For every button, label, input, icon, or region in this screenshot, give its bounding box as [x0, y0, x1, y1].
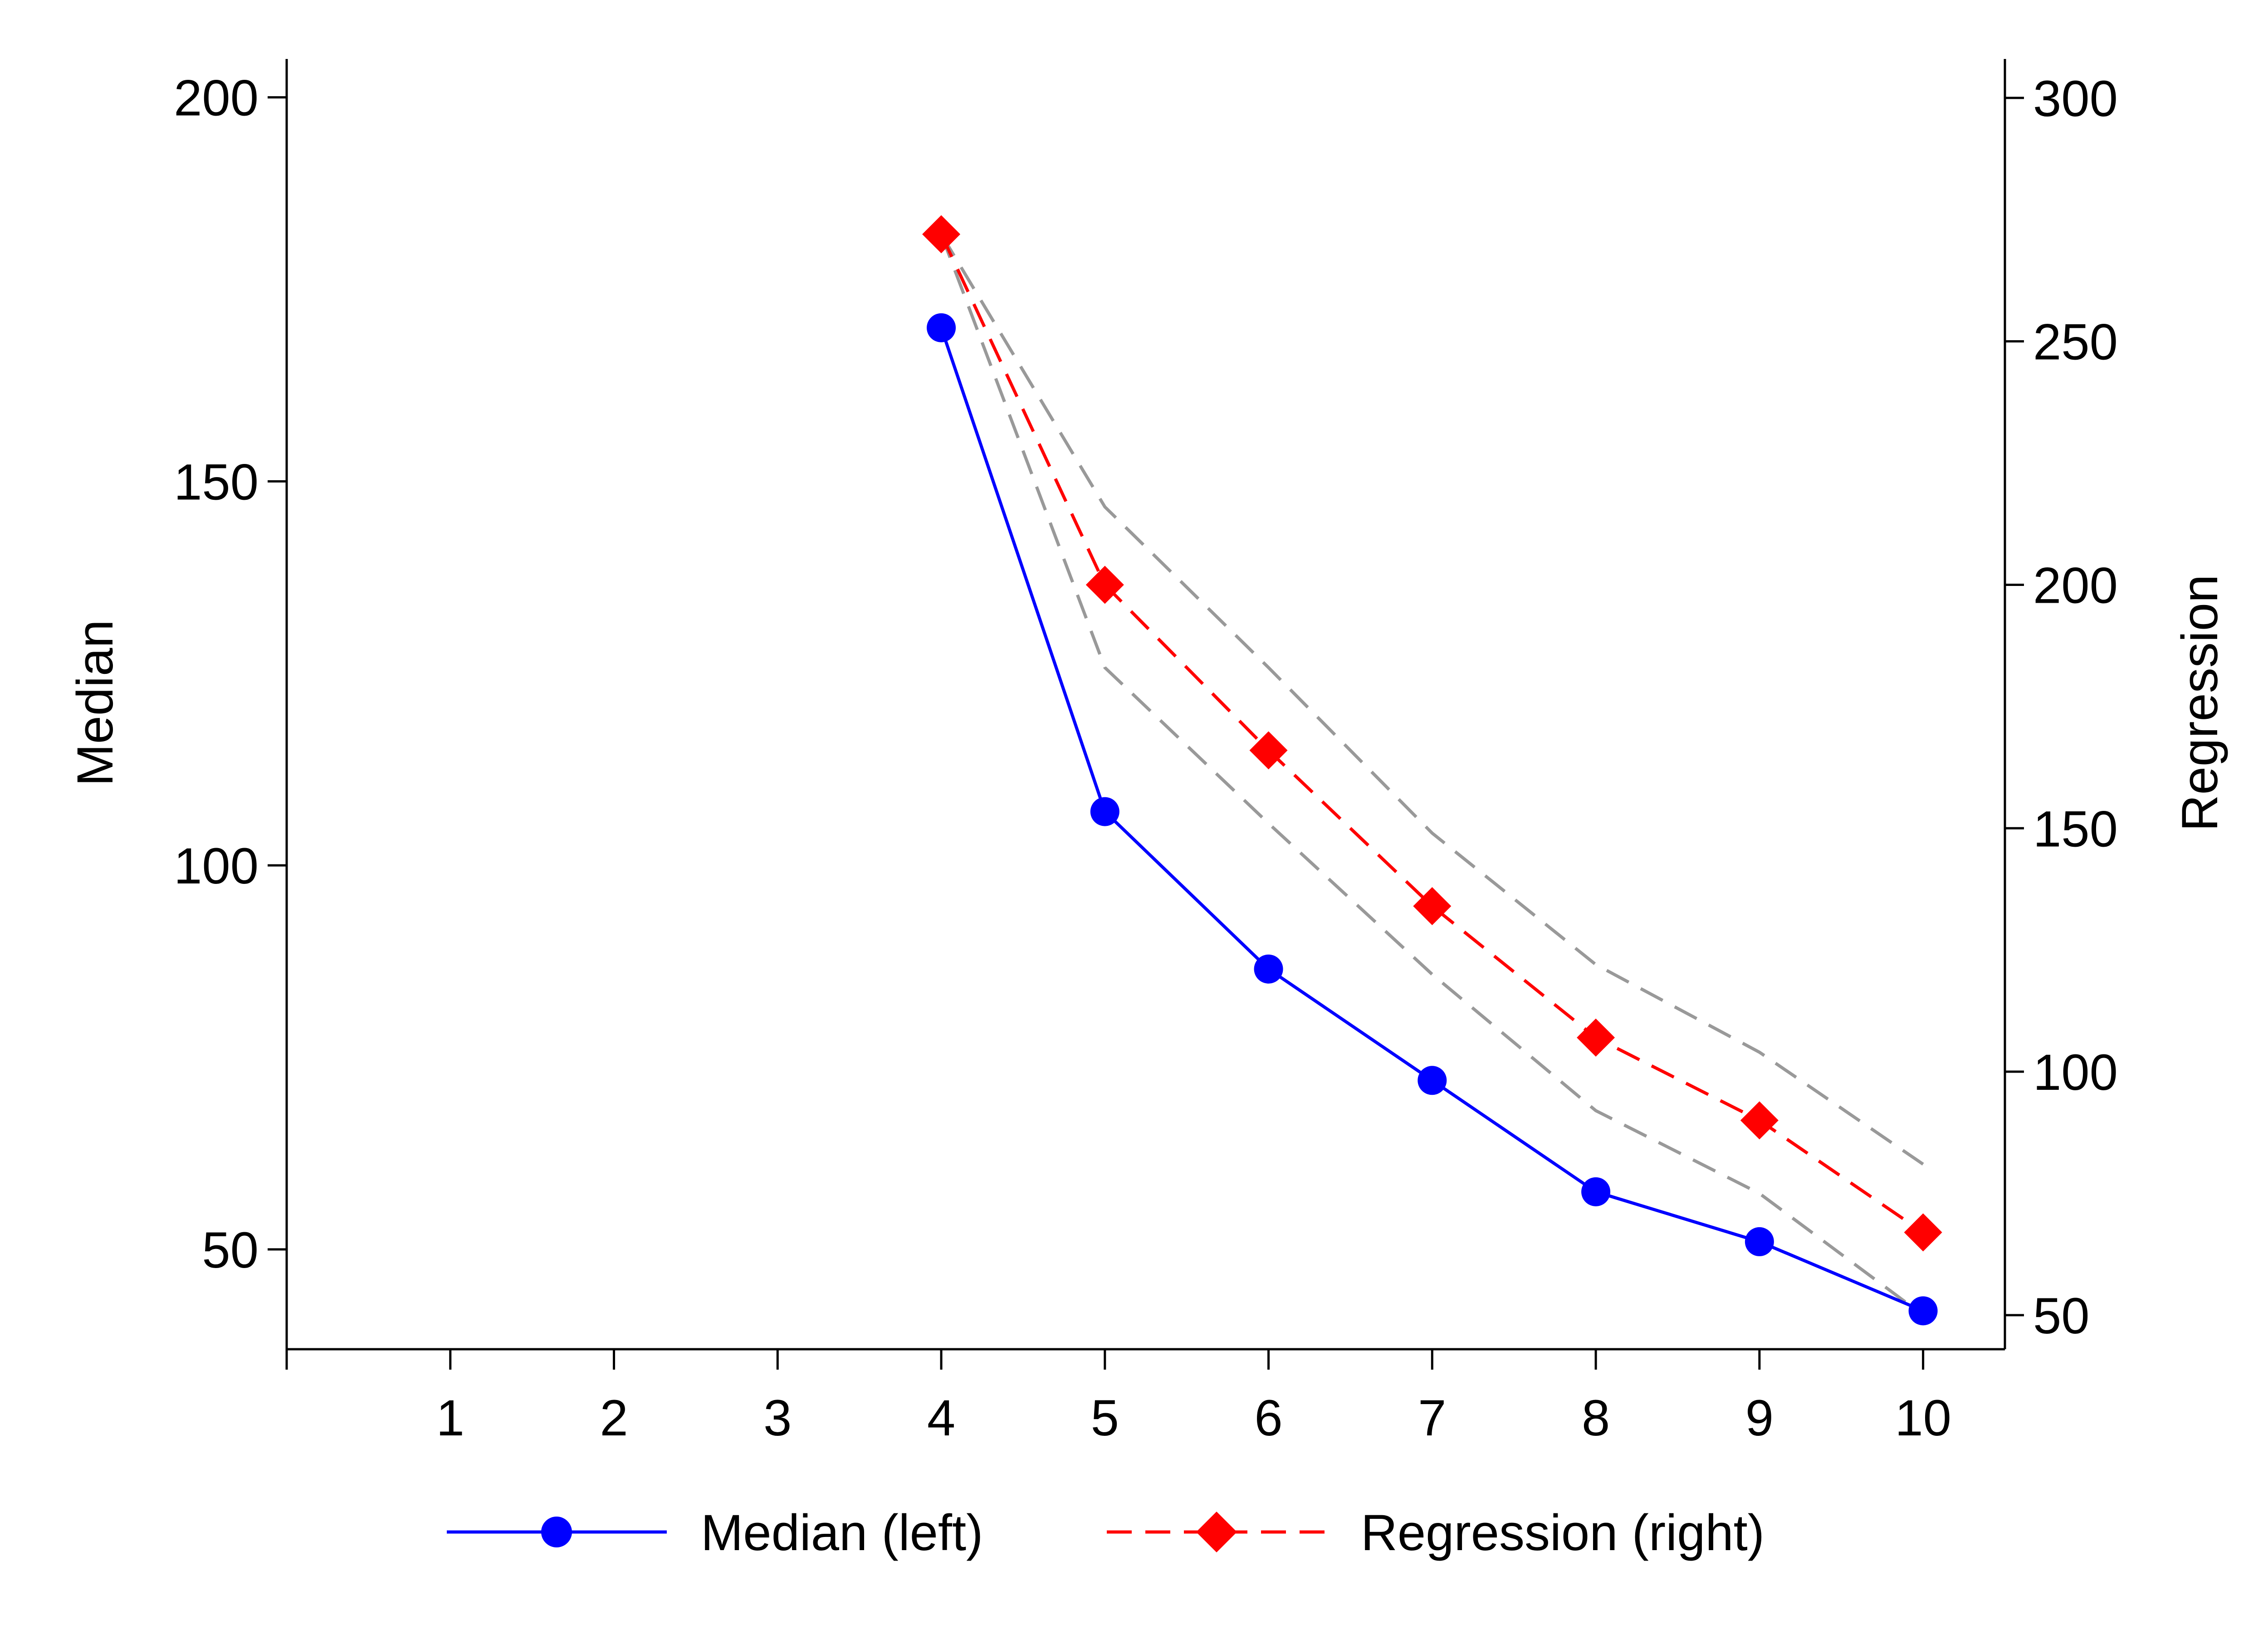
- right-tick-label: 200: [2033, 557, 2118, 614]
- confidence-band: [939, 233, 1924, 1317]
- x-tick-label: 2: [600, 1390, 628, 1446]
- left-y-axis-ticks: 50 100 150 200: [174, 70, 287, 1278]
- confidence-band-lower-line: [939, 234, 1924, 1317]
- series-line: [939, 327, 1924, 1312]
- series-layer: [922, 215, 1942, 1326]
- confidence-band-upper-line: [940, 233, 1924, 1166]
- x-axis-ticks: 1 2 3 4 5 6 7 8 9 10: [285, 1349, 1951, 1446]
- legend: Median (left) Regression (right): [447, 1504, 1765, 1561]
- series-regression: [922, 215, 1942, 1252]
- right-y-axis-ticks: 50 100 150 200 250 300: [2005, 70, 2118, 1344]
- x-tick-label: 8: [1582, 1390, 1610, 1446]
- right-tick-label: 250: [2033, 314, 2118, 371]
- left-tick-label: 200: [174, 70, 259, 127]
- data-point: [1745, 1227, 1774, 1256]
- x-tick-label: 10: [1895, 1390, 1951, 1446]
- data-point: [1740, 1101, 1779, 1140]
- data-point: [1904, 1213, 1942, 1252]
- legend-regression-label: Regression (right): [1361, 1504, 1765, 1561]
- data-point: [1413, 887, 1452, 926]
- left-tick-label: 150: [174, 454, 259, 510]
- legend-median-label: Median (left): [701, 1504, 983, 1561]
- left-tick-label: 100: [174, 838, 259, 894]
- data-point: [1085, 566, 1124, 604]
- data-point: [1581, 1177, 1611, 1206]
- legend-regression-marker: [1196, 1512, 1237, 1552]
- series-median: [927, 313, 1938, 1326]
- axes: [285, 59, 2006, 1351]
- x-tick-label: 7: [1418, 1390, 1446, 1446]
- right-tick-label: 100: [2033, 1044, 2118, 1101]
- right-tick-label: 50: [2033, 1288, 2090, 1344]
- x-tick-label: 1: [436, 1390, 464, 1446]
- data-point: [922, 215, 961, 254]
- x-tick-label: 9: [1745, 1390, 1774, 1446]
- x-tick-label: 5: [1091, 1390, 1119, 1446]
- data-point: [1418, 1066, 1447, 1095]
- x-tick-label: 3: [763, 1390, 792, 1446]
- data-point: [927, 313, 956, 342]
- right-axis-title: Regression: [2171, 575, 2228, 832]
- left-tick-label: 50: [202, 1222, 259, 1278]
- data-point: [1249, 731, 1288, 770]
- data-point: [1254, 954, 1283, 984]
- data-point: [1577, 1018, 1615, 1057]
- right-tick-label: 300: [2033, 70, 2118, 127]
- left-axis-title: Median: [67, 620, 123, 786]
- data-point: [1908, 1296, 1938, 1326]
- legend-median-marker: [541, 1517, 572, 1547]
- x-tick-label: 6: [1254, 1390, 1282, 1446]
- data-point: [1090, 797, 1119, 826]
- right-tick-label: 150: [2033, 800, 2118, 857]
- x-tick-label: 4: [927, 1390, 955, 1446]
